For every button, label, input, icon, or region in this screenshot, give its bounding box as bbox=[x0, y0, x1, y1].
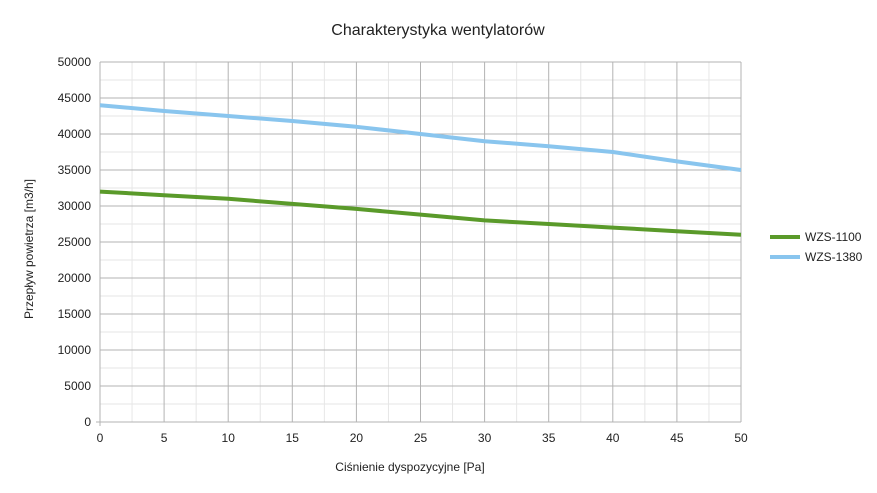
x-tick-label: 0 bbox=[97, 431, 104, 445]
y-tick-label: 50000 bbox=[58, 55, 92, 69]
axes bbox=[96, 62, 741, 426]
y-tick-label: 35000 bbox=[58, 163, 92, 177]
grid bbox=[99, 61, 742, 423]
y-tick-label: 10000 bbox=[58, 343, 92, 357]
x-tick-label: 5 bbox=[161, 431, 168, 445]
x-tick-label: 30 bbox=[478, 431, 492, 445]
y-tick-label: 15000 bbox=[58, 307, 92, 321]
x-tick-label: 10 bbox=[222, 431, 236, 445]
x-tick-label: 45 bbox=[670, 431, 684, 445]
legend: WZS-1100 WZS-1380 bbox=[770, 230, 863, 264]
y-tick-label: 40000 bbox=[58, 127, 92, 141]
y-tick-label: 5000 bbox=[64, 379, 91, 393]
y-axis-label: Przepływ powietrza [m3/h] bbox=[22, 179, 36, 319]
y-tick-label: 0 bbox=[84, 415, 91, 429]
x-tick-label: 15 bbox=[286, 431, 300, 445]
x-tick-label: 25 bbox=[414, 431, 428, 445]
legend-label: WZS-1100 bbox=[805, 230, 862, 244]
x-tick-label: 35 bbox=[542, 431, 556, 445]
y-tick-label: 45000 bbox=[58, 91, 92, 105]
y-tick-label: 20000 bbox=[58, 271, 92, 285]
x-tick-label: 50 bbox=[734, 431, 748, 445]
x-tick-label: 40 bbox=[606, 431, 620, 445]
x-tick-label: 20 bbox=[350, 431, 364, 445]
y-tick-label: 25000 bbox=[58, 235, 92, 249]
x-axis-label: Ciśnienie dyspozycyjne [Pa] bbox=[335, 460, 484, 474]
y-tick-labels: 0 5000 10000 15000 20000 25000 30000 35000 40000… bbox=[58, 55, 92, 429]
series-line-wzs-1100 bbox=[99, 189, 742, 237]
y-tick-label: 30000 bbox=[58, 199, 92, 213]
x-tick-labels: 0 5 10 15 20 25 30 35 40 45 50 bbox=[97, 431, 748, 445]
series-line-wzs-1380 bbox=[99, 103, 742, 172]
series-lines bbox=[99, 103, 742, 237]
legend-label: WZS-1380 bbox=[805, 250, 863, 264]
chart-title: Charakterystyka wentylatorów bbox=[331, 22, 545, 39]
